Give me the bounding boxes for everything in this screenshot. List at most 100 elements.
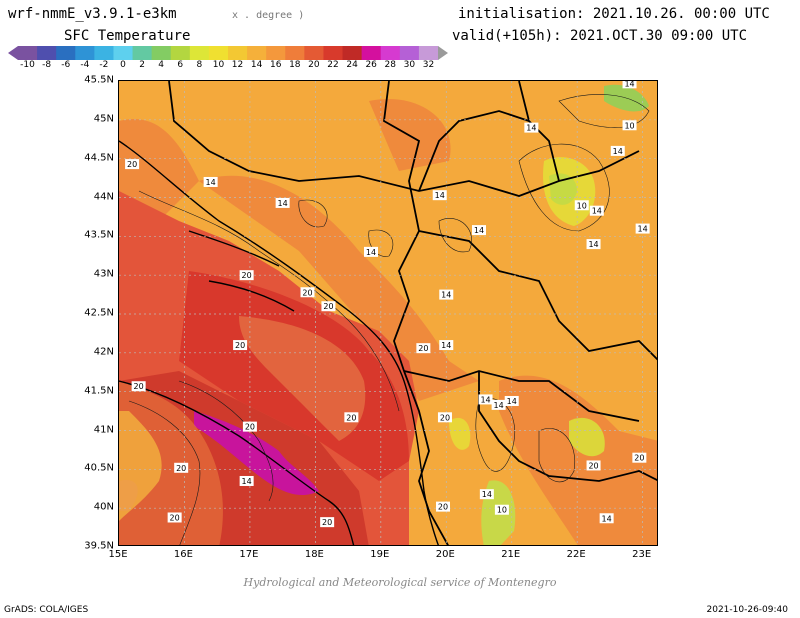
contour-label-bg — [167, 512, 182, 523]
colorbar-tick-label: 4 — [158, 60, 165, 70]
contour-label: 20 — [416, 343, 431, 354]
contour-label-text: 14 — [494, 401, 504, 410]
lat-tick-label: 40.5N — [84, 462, 114, 474]
lat-tick-label: 42.5N — [84, 307, 114, 319]
contour-label: 10 — [622, 120, 637, 131]
contour-label-text: 20 — [346, 413, 356, 422]
contour-label-text: 14 — [474, 226, 484, 235]
colorbar-tick-label: 6 — [177, 60, 184, 70]
lon-tick-label: 16E — [173, 549, 193, 560]
colorbar-labels: -10 -8 -6 -4 -2 0 2 4 6 8 10 12 14 16 18 20 22 24 26 28 30 32 — [8, 60, 448, 72]
contour-label-bg — [432, 190, 447, 201]
contour-label: 14 — [504, 395, 519, 406]
lon-tick-label: 17E — [239, 549, 259, 560]
colorbar-swatch — [266, 46, 286, 60]
contour-label-text: 14 — [441, 341, 451, 350]
contour-label: 20 — [125, 159, 140, 170]
contour-label-bg — [589, 205, 604, 216]
contour-label: 14 — [439, 340, 454, 351]
contour-label-text: 20 — [176, 464, 186, 473]
contour-label-bg — [320, 517, 335, 528]
contour-label-text: 20 — [170, 513, 180, 522]
contour-label: 14 — [491, 399, 506, 410]
contour-label-text: 20 — [322, 518, 332, 527]
colorbar-tick-label: 16 — [269, 60, 282, 70]
contour-label-bg — [635, 223, 650, 234]
colorbar-swatch — [418, 46, 439, 60]
lat-tick-label: 44.5N — [84, 152, 114, 164]
contour-label-text: 20 — [242, 271, 252, 280]
coastlines — [119, 140, 440, 545]
colorbar-tick-label: 24 — [346, 60, 358, 70]
colorbar-swatch — [170, 46, 191, 60]
colorbar-tick-label: 0 — [120, 60, 126, 70]
contour-label: 14 — [364, 246, 378, 257]
lat-tick-label: 45.5N — [84, 74, 114, 86]
contour-label: 14 — [275, 197, 290, 208]
colorbar-swatch — [18, 46, 38, 60]
colorbar-tick-label: 14 — [250, 60, 263, 70]
colorbar-swatch — [228, 46, 248, 60]
map-gridlines — [119, 81, 657, 545]
colorbar-tick-label: 8 — [196, 60, 203, 70]
contour-label-bg — [599, 513, 614, 524]
contour-label: 20 — [174, 462, 189, 473]
colorbar-tick-label: 10 — [212, 60, 225, 70]
contour-label-bg — [574, 200, 589, 211]
lat-tick-label: 41.5N — [84, 385, 114, 397]
contour-label-text: 10 — [497, 506, 507, 515]
colorbar-swatch — [94, 46, 114, 60]
contour-label-text: 20 — [127, 160, 137, 169]
contour-label-bg — [622, 120, 637, 131]
lon-tick-label: 23E — [632, 549, 652, 560]
lon-tick-label: 18E — [304, 549, 324, 560]
isotherm-contours — [128, 94, 650, 545]
contour-label-bg — [437, 412, 452, 423]
colorbar-swatch — [399, 46, 420, 60]
colorbar-tick-label: 20 — [308, 60, 320, 70]
contour-label-text: 20 — [323, 302, 333, 311]
contour-label-text: 20 — [588, 461, 598, 470]
contour-label-text: 20 — [245, 423, 255, 432]
colorbar-tick-label: 2 — [139, 60, 145, 70]
colorbar-swatch — [75, 46, 95, 60]
lon-tick-label: 22E — [566, 549, 586, 560]
contour-label-text: 10 — [577, 201, 587, 210]
colorbar-swatch — [323, 46, 344, 60]
contour-label: 14 — [599, 513, 614, 524]
contour-label-text: 14 — [278, 199, 288, 208]
contour-label-text: 10 — [624, 121, 634, 130]
sea-region — [119, 191, 419, 545]
colorbar-swatch — [151, 46, 172, 60]
colorbar-swatch — [113, 46, 134, 60]
contour-label-bg — [275, 197, 290, 208]
contour-label-text: 14 — [624, 81, 634, 88]
contour-label-text: 14 — [366, 248, 376, 257]
contour-label: 14 — [479, 489, 494, 500]
contour-label-text: 20 — [418, 344, 428, 353]
contour-label-text: 14 — [592, 207, 602, 216]
contour-label: 20 — [242, 421, 257, 432]
contour-label: 14 — [472, 225, 486, 236]
variable-title: SFC Temperature — [64, 28, 191, 44]
timestamp-footer: 2021-10-26-09:40 — [706, 605, 789, 615]
grads-footer: GrADS: COLA/IGES — [4, 605, 89, 615]
contour-label-bg — [586, 460, 601, 471]
contour-label-bg — [344, 412, 359, 423]
temperature-map: 20 14 14 14 14 14 10 14 10 14 14 14 14 20 20 20 14 20 20 14… — [118, 80, 658, 546]
init-time: initialisation: 2021.10.26. 00:00 UTC — [458, 6, 770, 22]
colorbar-tick-label: -8 — [42, 60, 52, 70]
contour-label: 20 — [131, 381, 146, 392]
contour-label-bg — [472, 225, 486, 236]
contour-label-bg — [321, 301, 336, 312]
contour-label: 20 — [233, 340, 248, 351]
contour-label: 14 — [478, 394, 493, 405]
colorbar-swatch — [361, 46, 382, 60]
lon-tick-label: 15E — [108, 549, 128, 560]
lat-tick-label: 39.5N — [84, 540, 114, 552]
colorbar-swatch — [189, 46, 210, 60]
colorbar-swatch — [342, 46, 363, 60]
lat-tick-label: 45N — [93, 113, 114, 125]
lon-tick-label: 19E — [370, 549, 390, 560]
